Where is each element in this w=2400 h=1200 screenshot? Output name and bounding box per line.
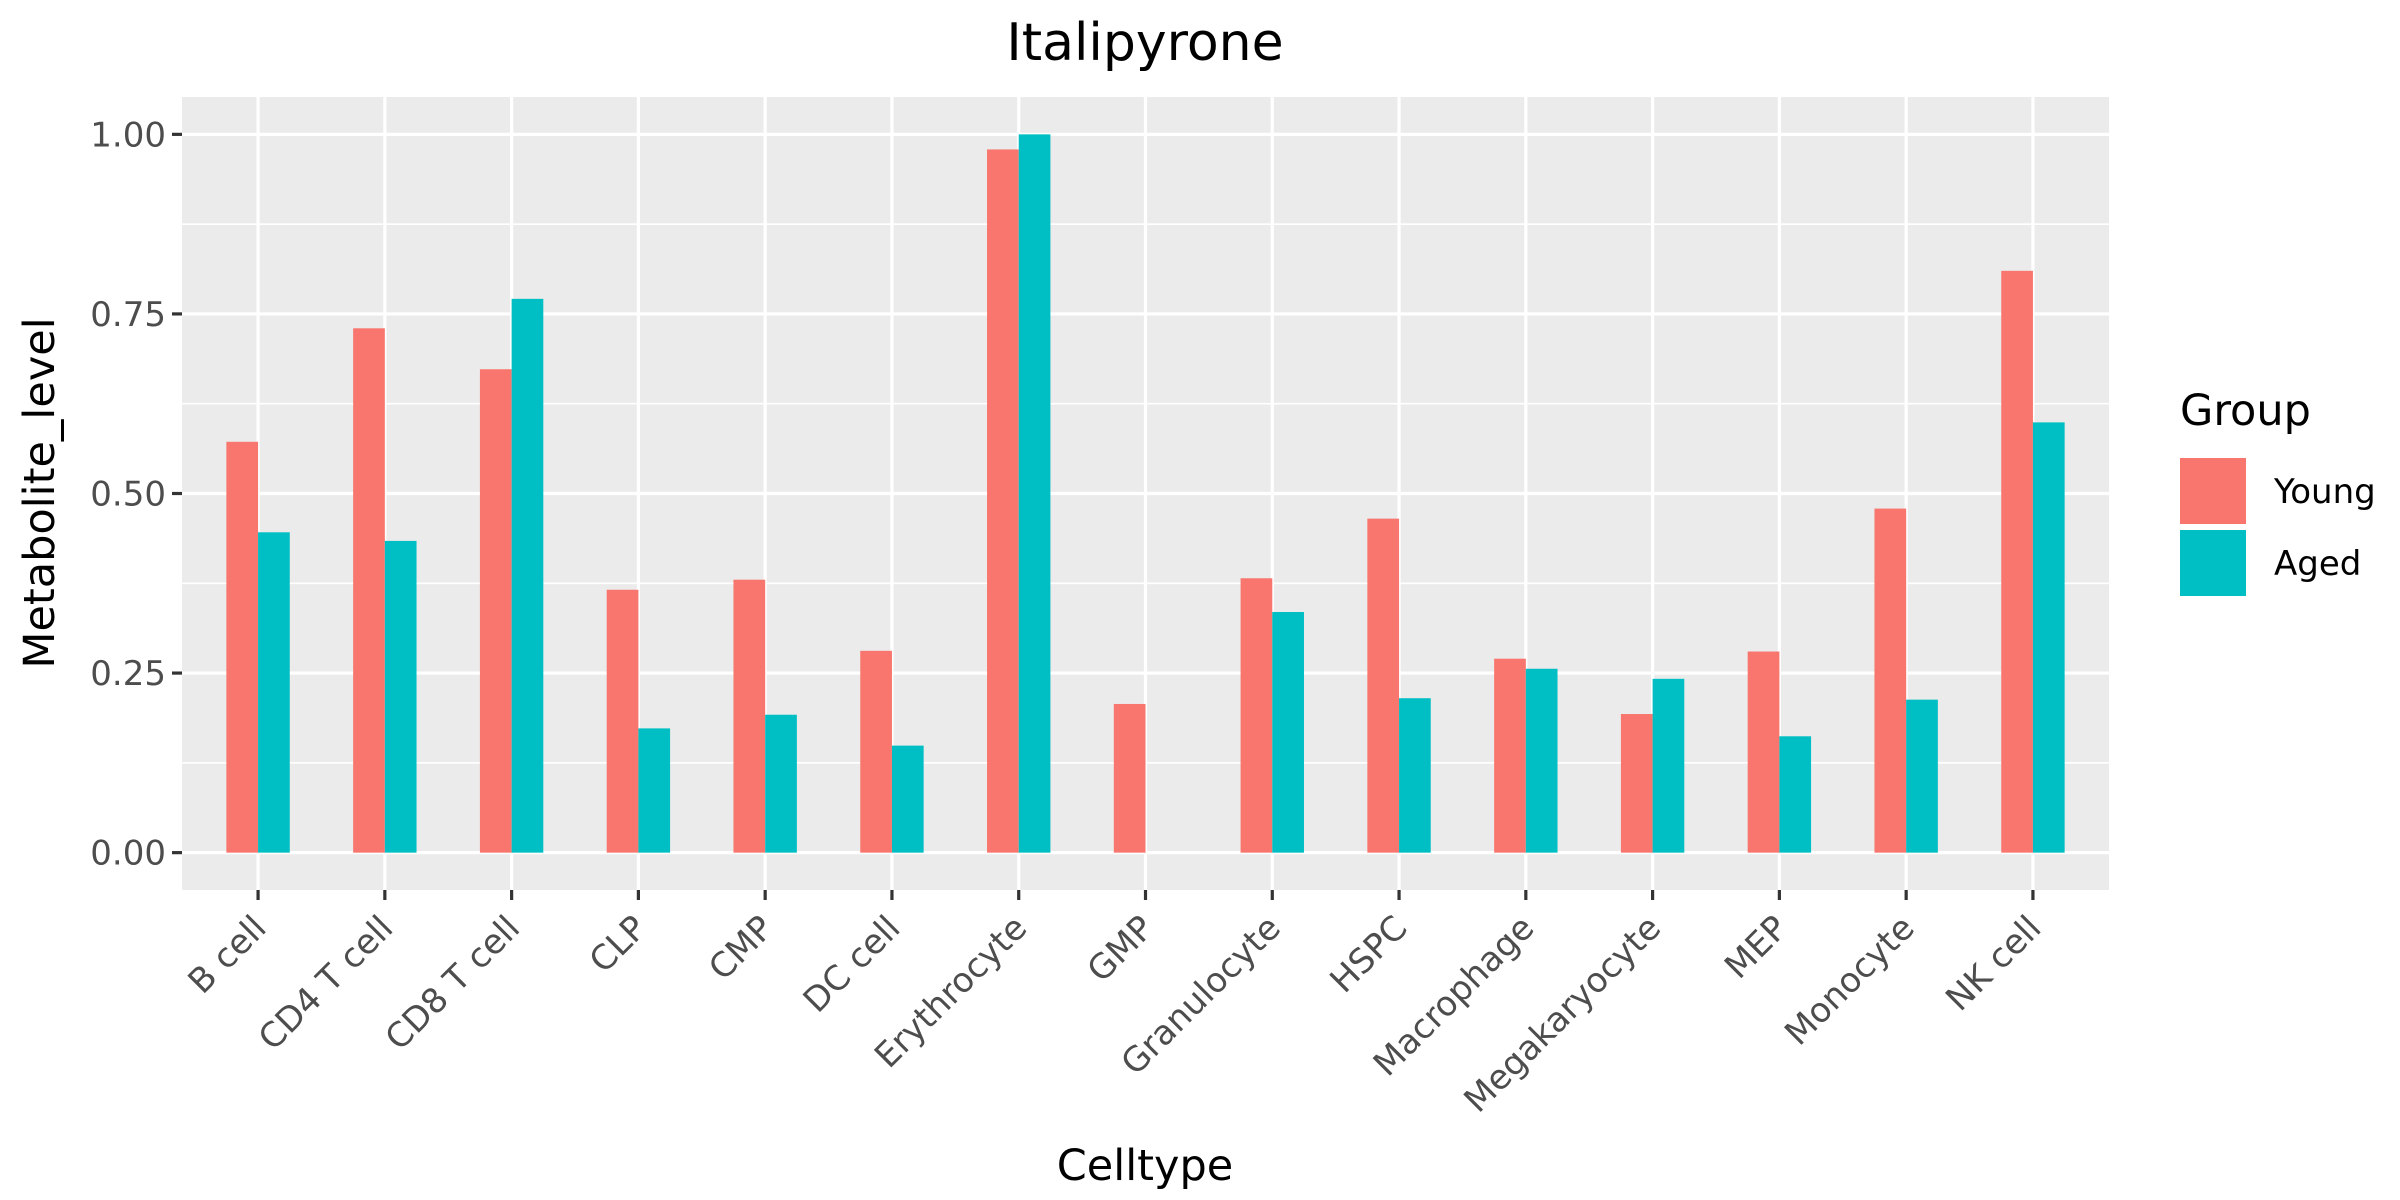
- bar-young-macrophage: [1494, 658, 1526, 853]
- x-tick-label: NK cell: [1938, 908, 2049, 1019]
- x-tick-label: HSPC: [1322, 908, 1415, 1001]
- bar-aged-megakaryocyte: [1652, 678, 1685, 853]
- bar-young-nk-cell: [2001, 270, 2033, 853]
- x-tick-label: B cell: [181, 908, 275, 1002]
- bar-aged-granulocyte: [1272, 612, 1304, 853]
- bar-young-cmp: [733, 579, 766, 853]
- legend-label-aged: Aged: [2274, 544, 2361, 584]
- y-tick-label: 0.75: [90, 295, 166, 335]
- bar-aged-monocyte: [1906, 699, 1938, 853]
- bar-aged-dc-cell: [891, 745, 924, 853]
- y-tick-label: 0.50: [90, 475, 166, 515]
- bar-young-cd8-t-cell: [479, 369, 512, 853]
- bar-young-dc-cell: [860, 650, 892, 853]
- bar-young-granulocyte: [1240, 578, 1273, 853]
- bar-young-gmp: [1113, 703, 1146, 853]
- y-axis-title: Metabolite_level: [15, 317, 65, 668]
- bar-young-mep: [1747, 651, 1780, 853]
- x-axis-title: Celltype: [1057, 1141, 1233, 1191]
- x-tick-label: DC cell: [796, 908, 909, 1021]
- bar-aged-cd8-t-cell: [511, 298, 544, 853]
- bar-aged-nk-cell: [2032, 422, 2065, 853]
- x-tick-label: Monocyte: [1777, 908, 1922, 1053]
- legend-title: Group: [2180, 386, 2311, 436]
- legend-key-young: [2180, 458, 2246, 524]
- x-tick-label: CLP: [582, 908, 655, 981]
- bar-aged-cmp: [765, 714, 797, 853]
- bar-young-megakaryocyte: [1620, 714, 1653, 853]
- x-tick-label: CD4 T cell: [251, 908, 401, 1058]
- bar-aged-b-cell: [258, 532, 290, 853]
- bar-young-hspc: [1367, 518, 1400, 853]
- y-axis: 0.00 0.25 0.50 0.75 1.00: [90, 115, 182, 874]
- bar-young-monocyte: [1874, 508, 1907, 853]
- bar-young-erythrocyte: [987, 149, 1019, 853]
- y-tick-label: 0.25: [90, 654, 166, 694]
- bar-aged-clp: [638, 728, 671, 853]
- x-tick-label: CD8 T cell: [378, 908, 528, 1058]
- bar-aged-cd4-t-cell: [384, 540, 417, 853]
- bar-aged-erythrocyte: [1018, 134, 1051, 853]
- y-tick-label: 1.00: [90, 115, 166, 155]
- legend-label-young: Young: [2273, 472, 2376, 512]
- legend-key-aged: [2180, 530, 2246, 596]
- chart-title: Italipyrone: [1006, 13, 1283, 73]
- x-tick-label: MEP: [1717, 908, 1796, 987]
- x-tick-label: CMP: [701, 908, 781, 988]
- x-tick-label: GMP: [1080, 908, 1162, 990]
- bars: [226, 134, 2065, 853]
- bar-young-cd4-t-cell: [353, 328, 385, 853]
- y-tick-label: 0.00: [90, 834, 166, 874]
- legend: Group Young Aged: [2180, 386, 2376, 596]
- bar-aged-hspc: [1399, 698, 1431, 853]
- bar-young-b-cell: [226, 441, 259, 853]
- bar-young-clp: [606, 589, 639, 853]
- bar-aged-macrophage: [1525, 668, 1558, 853]
- bar-aged-mep: [1779, 736, 1812, 853]
